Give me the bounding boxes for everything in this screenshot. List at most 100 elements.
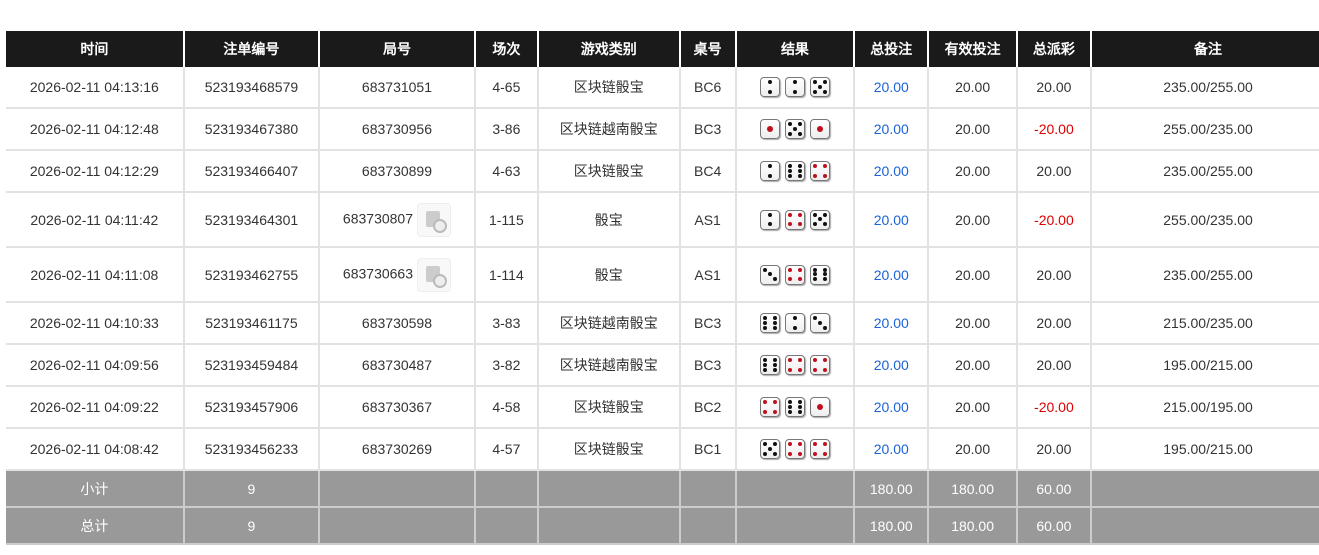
pip	[768, 410, 772, 414]
valid-bet-cell: 20.00	[928, 386, 1018, 429]
footer-label: 小计	[6, 470, 185, 508]
pip	[822, 222, 827, 227]
pip	[763, 442, 768, 447]
pip	[768, 358, 772, 362]
table-no-cell: BC3	[679, 302, 737, 345]
game-type-cell: 区块链骰宝	[537, 428, 681, 471]
pip	[773, 122, 777, 126]
pip	[793, 272, 797, 276]
pip	[767, 164, 772, 169]
pip	[813, 212, 818, 217]
header-result: 结果	[735, 31, 856, 67]
pip	[767, 212, 772, 217]
total-bet-cell[interactable]: 20.00	[854, 302, 930, 345]
pip	[818, 174, 822, 178]
die-6-icon	[784, 161, 805, 181]
pip	[818, 132, 822, 136]
video-replay-icon[interactable]	[417, 257, 451, 292]
valid-bet-cell: 20.00	[928, 150, 1018, 193]
total-bet-cell[interactable]: 20.00	[854, 192, 930, 248]
total-bet-cell[interactable]: 20.00	[854, 67, 930, 109]
header-total-payout: 总派彩	[1016, 31, 1093, 67]
pip	[818, 447, 822, 451]
table-row: 2026-02-11 04:09:22 523193457906 683730367…	[6, 386, 1319, 429]
pip	[793, 452, 797, 456]
pip	[798, 326, 802, 330]
pip	[818, 169, 822, 173]
pip	[763, 316, 768, 321]
pip	[793, 368, 797, 372]
pip	[797, 168, 802, 173]
total-bet-cell[interactable]: 20.00	[854, 150, 930, 193]
round-number: 683731051	[361, 79, 432, 95]
dice-result	[759, 397, 830, 417]
time-cell: 2026-02-11 04:11:08	[6, 247, 185, 303]
payout-cell: 20.00	[1016, 344, 1093, 387]
pip	[767, 173, 772, 178]
pip	[768, 217, 772, 221]
pip	[773, 405, 777, 409]
result-cell	[735, 67, 856, 109]
total-bet-cell[interactable]: 20.00	[854, 247, 930, 303]
pip	[763, 213, 767, 217]
note-cell: 195.00/215.00	[1091, 428, 1319, 471]
table-header: 时间 注单编号 局号 场次 游戏类别 桌号 结果 总投注 有效投注 总派彩 备注	[6, 31, 1319, 67]
pip	[813, 321, 817, 325]
pip	[793, 122, 797, 126]
table-no-cell: BC1	[679, 428, 737, 471]
total-bet-cell[interactable]: 20.00	[854, 386, 930, 429]
time-cell: 2026-02-11 04:08:42	[6, 428, 185, 471]
pip	[788, 442, 793, 447]
total-bet-cell[interactable]: 20.00	[854, 108, 930, 151]
pip	[793, 85, 797, 89]
round-cell: 683731051	[319, 67, 476, 109]
footer-empty	[319, 507, 476, 545]
footer-count: 9	[183, 470, 321, 508]
note-cell: 195.00/215.00	[1091, 344, 1319, 387]
pip	[768, 400, 772, 404]
footer-empty	[474, 470, 539, 508]
table-row: 2026-02-11 04:09:56 523193459484 683730487…	[6, 344, 1319, 387]
pip	[818, 213, 822, 217]
footer-empty	[735, 507, 856, 545]
table-no-cell: BC6	[679, 67, 737, 109]
result-cell	[735, 150, 856, 193]
pip	[818, 277, 822, 281]
session-cell: 1-114	[474, 247, 539, 303]
footer-payout: 60.00	[1016, 507, 1093, 545]
pip	[797, 409, 802, 414]
video-replay-icon[interactable]	[417, 202, 451, 237]
table-no-cell: BC2	[679, 386, 737, 429]
pip	[816, 126, 823, 132]
pip	[822, 367, 827, 372]
pip	[818, 452, 822, 456]
pip	[792, 126, 797, 131]
footer-valid-bet: 180.00	[928, 507, 1018, 545]
dice-result	[759, 355, 830, 375]
pip	[822, 277, 827, 282]
session-cell: 3-86	[474, 108, 539, 151]
pip	[816, 404, 823, 410]
pip	[798, 272, 802, 276]
pip	[797, 131, 802, 136]
pip	[772, 451, 777, 456]
die-4-icon	[809, 355, 830, 375]
pip	[818, 80, 822, 84]
pip	[767, 272, 772, 277]
total-bet-cell[interactable]: 20.00	[854, 428, 930, 471]
pip	[768, 132, 772, 136]
bet-id-cell: 523193459484	[183, 344, 321, 387]
pip	[768, 321, 772, 325]
pip	[788, 451, 793, 456]
pip	[788, 363, 792, 367]
pip	[772, 277, 777, 282]
pip	[823, 447, 827, 451]
pip	[767, 222, 772, 227]
pip	[813, 363, 817, 367]
session-cell: 1-115	[474, 192, 539, 248]
pip	[798, 316, 802, 320]
pip	[773, 80, 777, 84]
pip	[788, 267, 793, 272]
total-bet-cell[interactable]: 20.00	[854, 344, 930, 387]
pip	[817, 84, 822, 89]
